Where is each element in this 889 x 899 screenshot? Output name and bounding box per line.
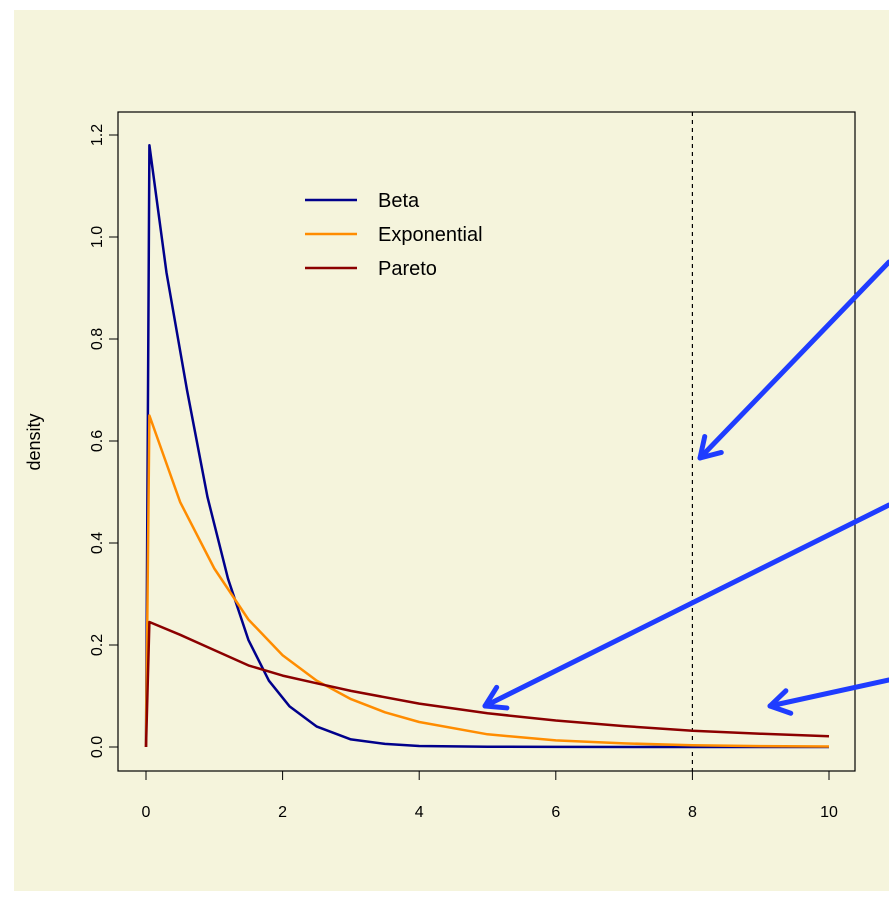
series-line-beta (144, 143, 829, 749)
arrow-shaft (697, 259, 889, 461)
x-tick-label: 6 (551, 804, 560, 821)
chart-background (14, 10, 889, 891)
x-tick-label: 10 (820, 804, 838, 821)
y-tick-label: 0.4 (89, 532, 106, 554)
y-axis-label: density (24, 413, 44, 470)
arrow-shaft (482, 502, 889, 709)
arrow-to-pareto-tail (767, 677, 889, 716)
x-tick-label: 0 (142, 804, 151, 821)
legend-label-beta: Beta (378, 190, 420, 212)
y-tick-label: 0.2 (89, 634, 106, 656)
annotation-arrows (482, 259, 889, 716)
series-line-exponential (144, 414, 830, 748)
x-tick-label: 2 (278, 804, 287, 821)
y-tick-label: 0.6 (89, 430, 106, 452)
y-tick-label: 1.0 (89, 226, 106, 248)
legend-label-exponential: Exponential (378, 224, 483, 246)
y-tick-label: 0.8 (89, 328, 106, 350)
y-tick-label: 0.0 (89, 736, 106, 758)
arrow-head (482, 684, 510, 711)
y-tick-label: 1.2 (89, 124, 106, 146)
series-line-pareto (144, 620, 830, 748)
arrow-head (767, 688, 794, 716)
axes: 0 2 4 6 8 10 0.0 0.2 0.4 0.6 0.8 1.0 1.2 (89, 111, 856, 821)
arrow-to-vline (697, 259, 889, 461)
arrow-head (697, 434, 724, 461)
legend: Beta Exponential Pareto (305, 190, 483, 280)
legend-label-pareto: Pareto (378, 258, 437, 280)
arrow-to-exponential-tail (482, 502, 889, 711)
plot-area (144, 112, 830, 771)
x-tick-label: 4 (415, 804, 424, 821)
x-tick-label: 8 (688, 804, 697, 821)
arrow-shaft (767, 677, 889, 709)
